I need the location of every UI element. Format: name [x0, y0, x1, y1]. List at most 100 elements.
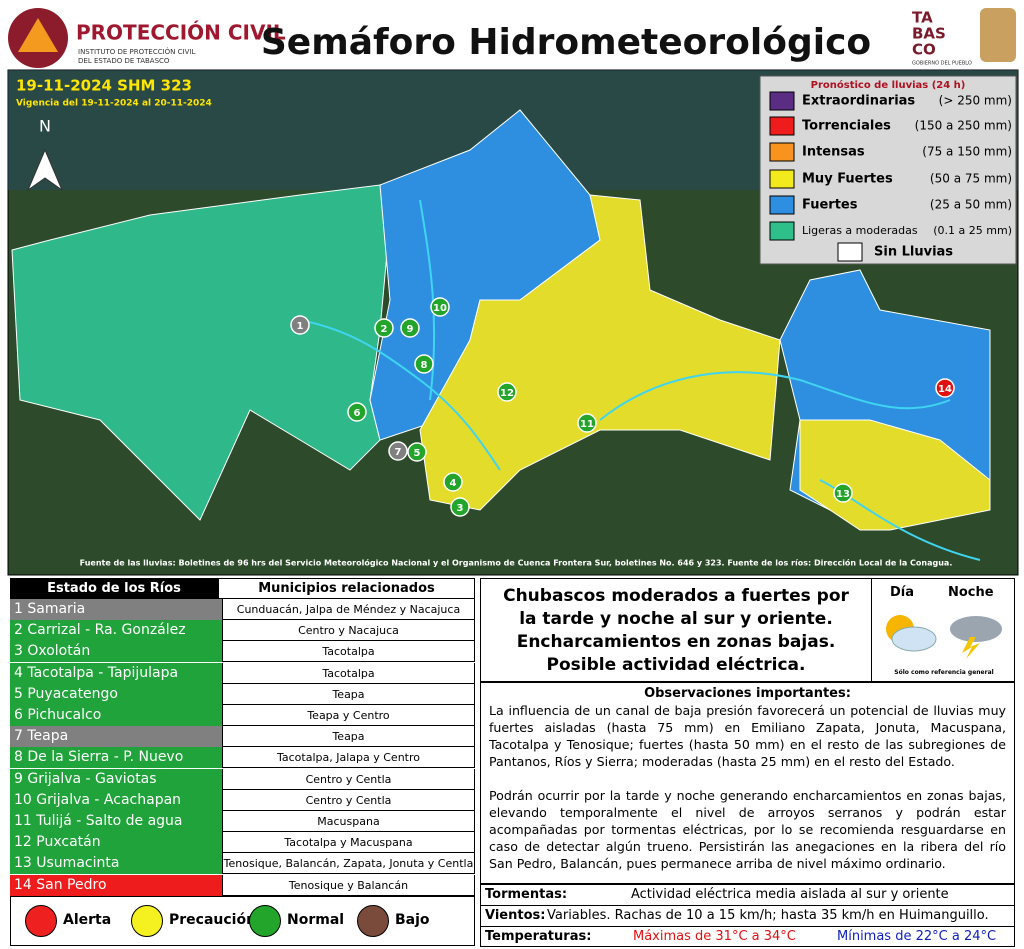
river-marker-label: 7 — [395, 447, 402, 458]
river-marker — [833, 483, 853, 503]
legend-label: Muy Fuertes — [802, 172, 893, 187]
legend-range: (> 250 mm) — [939, 94, 1012, 108]
river-marker-label: 6 — [354, 408, 361, 419]
rivers — [299, 199, 981, 561]
river-marker — [443, 472, 463, 492]
table-header: Estado de los Ríos — [10, 578, 218, 599]
lightning — [962, 637, 980, 659]
river-marker — [374, 318, 394, 338]
header-bg — [0, 0, 1024, 70]
pc-logo-triangle — [18, 18, 58, 52]
river-marker-label: 12 — [500, 388, 514, 399]
municipalities: Macuspana — [222, 811, 475, 832]
municipalities: Teapa — [222, 726, 475, 748]
temp-label: Temperaturas: — [485, 929, 592, 944]
title: Semáforo Hidrometeorológico — [261, 22, 871, 63]
status-dot — [357, 905, 389, 937]
river-marker-label: 3 — [457, 503, 464, 514]
river-marker-label: 2 — [381, 324, 388, 335]
table-row: 6 Pichucalco Teapa y Centro — [10, 705, 475, 727]
municipalities: Tacotalpa — [222, 662, 475, 684]
table-row: 13 Usumacinta Tenosique, Balancán, Zapata… — [10, 853, 475, 876]
river-marker — [414, 354, 434, 374]
status-label: Normal — [287, 912, 345, 928]
river-marker-label: 8 — [421, 360, 428, 371]
source: Fuente de las lluvias: Boletines de 96 h… — [80, 558, 953, 568]
status-legend: Alerta Precaución Normal Bajo — [10, 896, 475, 946]
status-label: Alerta — [63, 912, 112, 928]
logo-sub: GOBIERNO DEL PUEBLO — [912, 61, 972, 67]
legend-range: (75 a 150 mm) — [922, 145, 1012, 159]
status-dot — [249, 905, 281, 937]
table-row: 9 Grijalva - Gaviotas Centro y Centla — [10, 768, 475, 791]
table-row: 8 De la Sierra - P. Nuevo Tacotalpa, Jala… — [10, 747, 475, 770]
temp-max: Máximas de 31°C a 34°C — [633, 929, 796, 944]
legend-label: Fuertes — [802, 198, 858, 213]
status-label: Bajo — [395, 912, 430, 928]
temp-min: Mínimas de 22°C a 24°C — [837, 929, 997, 944]
winds-label: Vientos: — [485, 908, 546, 923]
river-marker-label: 13 — [836, 489, 850, 500]
night: Noche — [948, 585, 994, 600]
municipalities: Cunduacán, Jalpa de Méndez y Nacajuca — [222, 599, 475, 620]
region-very-strong — [419, 194, 781, 511]
river-marker-label: 1 — [297, 321, 304, 332]
storms: Actividad eléctrica media aislada al sur… — [631, 887, 949, 902]
legend-swatch — [769, 169, 795, 189]
legend-swatch — [769, 116, 795, 136]
weather-icons — [886, 615, 1002, 659]
legend-swatch — [769, 91, 795, 111]
logo: BAS — [912, 25, 946, 43]
validity: Vigencia del 19-11-2024 al 20-11-2024 — [16, 99, 212, 109]
municipalities: Teapa — [222, 683, 475, 705]
river-marker — [388, 441, 408, 461]
icons-box: Día Noche Sólo como referencia general — [871, 578, 1015, 682]
table-header: Municipios relacionados — [218, 578, 475, 599]
headline: Encharcamientos en zonas bajas. — [516, 632, 836, 652]
municipalities: Centro y Centla — [222, 789, 475, 811]
map-date: 19-11-2024 SHM 323 — [16, 77, 192, 95]
river-name: 13 Usumacinta — [10, 853, 222, 875]
table-row: 4 Tacotalpa - Tapijulapa Tacotalpa — [10, 662, 475, 685]
river-marker-label: 11 — [580, 419, 594, 430]
header-map: PROTECCIÓN CIVIL INSTITUTO DE PROTECCIÓN… — [0, 0, 1024, 576]
river-marker-label: 10 — [433, 303, 447, 314]
details: Tormentas: Actividad eléctrica media ais… — [480, 884, 1015, 947]
headline: la tarde y noche al sur y oriente. — [519, 609, 833, 629]
river-name: 1 Samaria — [10, 599, 222, 620]
river-name: 7 Teapa — [10, 726, 222, 748]
obs-paragraph: Podrán ocurrir por la tarde y noche gene… — [489, 788, 1006, 871]
org: PROTECCIÓN CIVIL — [76, 21, 286, 45]
river-name: 6 Pichucalco — [10, 705, 222, 726]
legend-swatch — [837, 242, 863, 262]
river-marker — [577, 413, 597, 433]
legend-label: Intensas — [802, 145, 865, 160]
river-marker-label: 5 — [414, 448, 421, 459]
org-sub: INSTITUTO DE PROTECCIÓN CIVIL — [78, 47, 195, 56]
region-very-strong — [799, 419, 991, 531]
municipalities: Centro y Centla — [222, 768, 475, 790]
north: N — [39, 117, 51, 136]
municipalities: Tenosique, Balancán, Zapata, Jonuta y Ce… — [222, 853, 475, 875]
winds: Variables. Rachas de 10 a 15 km/h; hasta… — [547, 908, 989, 923]
table-row: 11 Tulijá - Salto de agua Macuspana — [10, 811, 475, 833]
legend-box — [759, 75, 1017, 265]
logo: CO — [912, 41, 936, 59]
river-name: 11 Tulijá - Salto de agua — [10, 811, 222, 832]
river-marker — [450, 497, 470, 517]
headline: Chubascos moderados a fuertes por — [503, 586, 849, 606]
table-row: 2 Carrizal - Ra. González Centro y Nacaju… — [10, 620, 475, 643]
river-name: 5 Puyacatengo — [10, 683, 222, 705]
river-marker — [935, 378, 955, 398]
headline: Posible actividad eléctrica. — [546, 655, 806, 675]
legend-range: (50 a 75 mm) — [930, 172, 1012, 186]
status-dot — [25, 905, 57, 937]
status-dot — [131, 905, 163, 937]
logo: TA — [912, 9, 933, 27]
org-sub: DEL ESTADO DE TABASCO — [78, 57, 170, 65]
legend-swatch — [769, 195, 795, 215]
river-name: 8 De la Sierra - P. Nuevo — [10, 747, 222, 769]
river-name: 14 San Pedro — [10, 874, 222, 896]
